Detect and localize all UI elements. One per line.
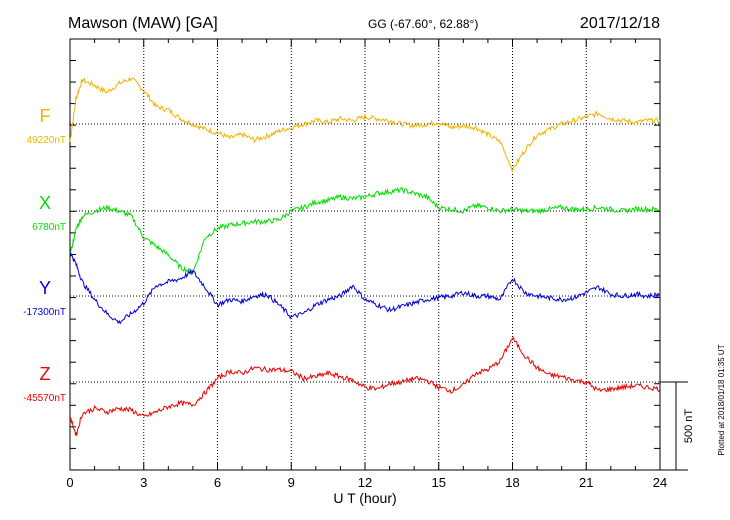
series-line-y bbox=[69, 251, 661, 325]
x-tick-label: 15 bbox=[432, 475, 446, 490]
chart-title: Mawson (MAW) [GA] bbox=[68, 15, 218, 32]
x-tick-label: 24 bbox=[653, 475, 667, 490]
series-line-x bbox=[69, 186, 661, 275]
series-baseline-x: 6780nT bbox=[32, 222, 66, 233]
x-tick-label: 3 bbox=[140, 475, 147, 490]
x-tick-label: 21 bbox=[579, 475, 593, 490]
x-tick-label: 0 bbox=[66, 475, 73, 490]
date-label: 2017/12/18 bbox=[580, 15, 660, 32]
scale-bar-label: 500 nT bbox=[683, 409, 695, 444]
series-baseline-f: 49220nT bbox=[27, 135, 66, 146]
grid bbox=[69, 39, 661, 471]
series-line-f bbox=[69, 76, 661, 173]
series-name-z: Z bbox=[40, 364, 51, 384]
series-layer bbox=[69, 76, 661, 436]
x-axis-label: U T (hour) bbox=[333, 490, 396, 506]
series-labels: F 49220nT X 6780nT Y -17300nT Z -45570nT bbox=[23, 106, 66, 404]
series-baseline-y: -17300nT bbox=[23, 307, 66, 318]
x-tick-label: 6 bbox=[214, 475, 221, 490]
series-name-y: Y bbox=[39, 278, 51, 298]
scale-bar: 500 nT bbox=[660, 381, 695, 471]
x-tick-labels: 0 3 6 9 12 15 18 21 24 bbox=[66, 475, 667, 490]
x-tick-label: 12 bbox=[358, 475, 372, 490]
plotted-note: Plotted at 2018/01/18 01:35 UT bbox=[717, 344, 726, 455]
x-tick-label: 18 bbox=[505, 475, 519, 490]
series-line-z bbox=[69, 336, 661, 436]
series-name-x: X bbox=[39, 193, 51, 213]
x-tick-label: 9 bbox=[288, 475, 295, 490]
plot-frame bbox=[69, 38, 661, 471]
series-name-f: F bbox=[40, 106, 51, 126]
coords-label: GG (-67.60°, 62.88°) bbox=[368, 17, 478, 31]
series-baseline-z: -45570nT bbox=[23, 393, 66, 404]
